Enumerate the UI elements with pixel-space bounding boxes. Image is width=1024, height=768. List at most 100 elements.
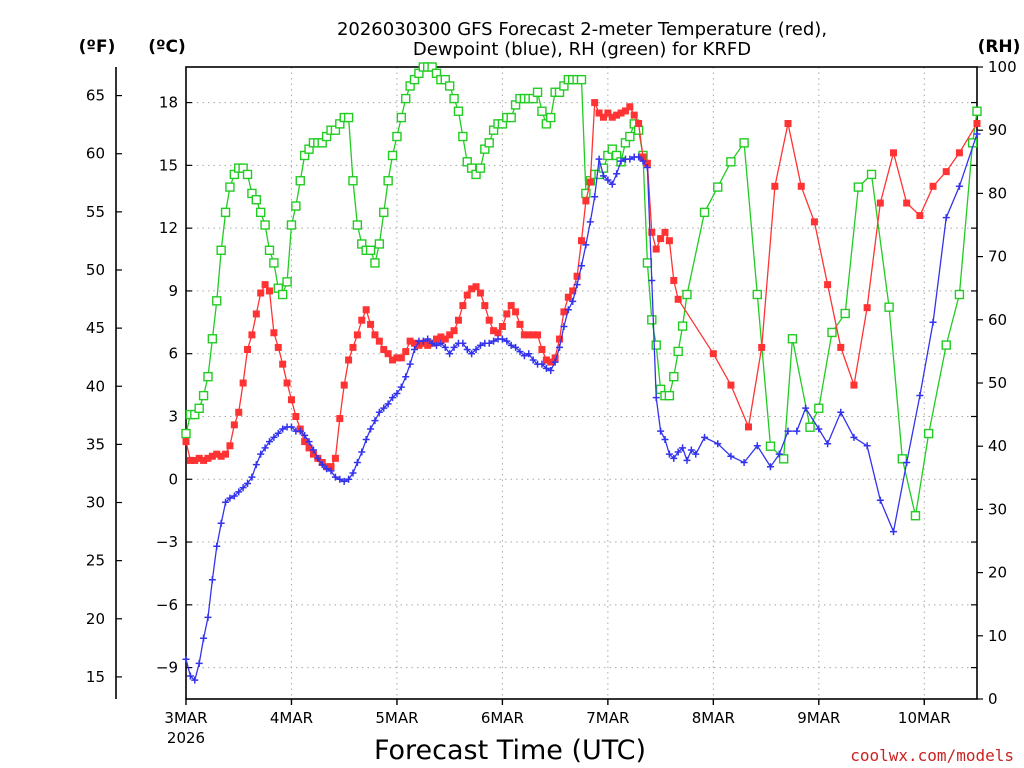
x-tick-label: 4MAR <box>270 709 313 727</box>
rh-point <box>897 454 907 464</box>
dewpoint-point <box>327 467 335 475</box>
temperature-point <box>538 346 546 354</box>
dewpoint-point <box>485 339 493 347</box>
rh-point <box>726 157 736 167</box>
rh-point <box>713 182 723 192</box>
fahrenheit-tick-label: 15 <box>86 668 105 686</box>
temperature-point <box>397 354 405 362</box>
temperature-point <box>441 335 449 343</box>
dewpoint-point <box>446 350 454 358</box>
fahrenheit-tick-label: 30 <box>86 494 105 512</box>
rh-tick-label: 40 <box>988 437 1007 455</box>
rh-point <box>458 131 468 142</box>
rh-tick-label: 50 <box>988 374 1007 392</box>
temperature-point <box>582 197 590 205</box>
temperature-point <box>709 350 717 358</box>
rh-point <box>212 296 222 306</box>
celsius-tick-label: −3 <box>156 533 178 551</box>
temperature-point <box>573 272 581 280</box>
dewpoint-point <box>679 444 687 452</box>
dewpoint-point <box>824 440 832 448</box>
dewpoint-point <box>670 454 678 462</box>
temperature-point <box>239 379 247 387</box>
x-tick-label: 10MAR <box>898 709 951 727</box>
dewpoint-point <box>222 498 230 506</box>
rh-point <box>532 87 543 97</box>
dewpoint-point <box>661 436 669 444</box>
temperature-point <box>468 285 476 293</box>
temperature-point <box>674 295 682 303</box>
temperature-point <box>213 450 221 458</box>
temperature-point <box>244 346 252 354</box>
dewpoint-point <box>402 373 410 381</box>
temperature-point <box>876 199 884 207</box>
dewpoint-point <box>547 366 555 374</box>
temperature-point <box>336 415 344 423</box>
fahrenheit-tick-label: 45 <box>86 319 105 337</box>
rh-point <box>242 169 253 180</box>
temperature-point <box>903 199 911 207</box>
temperature-point <box>595 109 603 117</box>
rh-point <box>972 106 982 116</box>
temperature-point <box>657 235 665 243</box>
rh-point <box>251 195 262 205</box>
temperature-point <box>929 182 937 190</box>
rh-point <box>401 93 411 104</box>
dewpoint-point <box>239 484 247 492</box>
rh-tick-label: 10 <box>988 627 1007 645</box>
temperature-point <box>371 331 379 339</box>
dewpoint-point <box>393 389 401 397</box>
rh-point <box>673 346 683 357</box>
rh-point <box>625 131 635 142</box>
dewpoint-point <box>727 452 735 460</box>
temperature-point <box>525 331 533 339</box>
dewpoint-point <box>476 341 484 349</box>
dewpoint-point <box>529 356 537 364</box>
dewpoint-point <box>503 337 511 345</box>
dewpoint-point <box>903 459 911 467</box>
x-tick-label: 7MAR <box>586 709 629 727</box>
dewpoint-point <box>208 576 216 584</box>
dewpoint-point <box>507 341 515 349</box>
rh-point <box>814 403 824 413</box>
dewpoint-point <box>639 157 647 165</box>
rh-point <box>923 428 934 439</box>
temperature-point <box>248 331 256 339</box>
dewpoint-point <box>252 461 260 469</box>
rh-point <box>387 150 398 161</box>
dewpoint-point <box>459 339 467 347</box>
temperature-point <box>230 421 238 429</box>
temperature-point <box>208 452 216 460</box>
rh-point <box>269 258 279 268</box>
dewpoint-point <box>367 425 375 433</box>
dewpoint-point <box>318 461 326 469</box>
dewpoint-point <box>309 446 317 454</box>
fahrenheit-tick-label: 50 <box>86 261 105 279</box>
fahrenheit-tick-label: 35 <box>86 435 105 453</box>
rh-point <box>682 289 692 300</box>
rh-point <box>475 163 486 173</box>
dewpoint-point <box>182 655 190 663</box>
dewpoint-point <box>261 444 269 452</box>
rh-point <box>181 428 191 439</box>
dewpoint-point <box>323 465 331 473</box>
rh-point <box>396 112 407 123</box>
temperature-point <box>586 178 594 186</box>
x-tick-label: 6MAR <box>481 709 524 727</box>
dewpoint-point <box>837 408 845 416</box>
rh-point <box>941 340 951 350</box>
dewpoint-point <box>472 346 480 354</box>
dewpoint-point <box>512 343 520 351</box>
dewpoint-point <box>635 153 643 161</box>
dewpoint-point <box>613 170 621 178</box>
chart-title-line1: 2026030300 GFS Forecast 2-meter Temperat… <box>337 19 827 40</box>
temperature-point <box>556 335 564 343</box>
temperature-point <box>200 456 208 464</box>
dewpoint-point <box>626 155 634 163</box>
dewpoint-point <box>604 176 612 184</box>
dewpoint-point <box>217 519 225 527</box>
temperature-point <box>349 343 357 351</box>
temperature-point <box>186 456 194 464</box>
dewpoint-point <box>608 180 616 188</box>
rh-tick-label: 100 <box>988 58 1017 76</box>
